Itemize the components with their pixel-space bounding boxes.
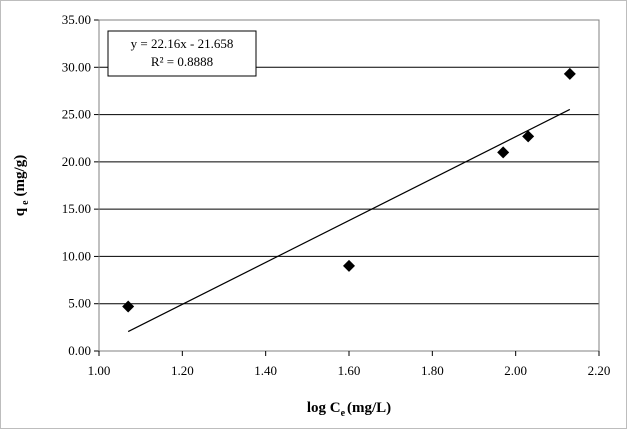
- x-tick-label: 2.20: [588, 363, 611, 378]
- data-point: [563, 67, 576, 80]
- x-axis-title: log Ce (mg/L): [307, 400, 391, 419]
- x-axis-title-subscript: e: [341, 408, 346, 419]
- trendline-equation: y = 22.16x - 21.658: [131, 36, 234, 51]
- x-tick-label: 1.80: [421, 363, 444, 378]
- x-tick-label: 1.40: [254, 363, 277, 378]
- x-tick-label: 1.00: [88, 363, 111, 378]
- x-tick-label: 2.00: [504, 363, 527, 378]
- y-axis-title-main: q: [12, 207, 28, 216]
- x-tick-labels: 1.00 1.20 1.40 1.60 1.80 2.00 2.20: [88, 351, 611, 378]
- y-axis-title: qe (mg/g): [12, 155, 31, 216]
- equation-box: y = 22.16x - 21.658 R² = 0.8888: [107, 30, 257, 77]
- trendline: [127, 108, 571, 333]
- x-tick-label: 1.20: [171, 363, 194, 378]
- y-tick-label: 35.00: [62, 12, 91, 27]
- y-tick-label: 15.00: [62, 201, 91, 216]
- y-tick-labels: 0.00 5.00 10.00 15.00 20.00 25.00 30.00 35.00: [62, 12, 91, 358]
- data-point: [343, 259, 355, 272]
- x-axis-title-main: log C: [307, 400, 341, 416]
- y-tick-label: 25.00: [62, 107, 91, 122]
- y-axis-title-unit: (mg/g): [12, 155, 28, 197]
- data-point: [497, 146, 510, 159]
- data-points: [122, 67, 576, 313]
- x-tick-label: 1.60: [338, 363, 361, 378]
- r-squared-value: R² = 0.8888: [151, 54, 213, 69]
- y-tick-label: 30.00: [62, 59, 91, 74]
- data-point: [122, 300, 135, 313]
- y-tick-label: 5.00: [68, 296, 91, 311]
- y-tick-label: 20.00: [62, 154, 91, 169]
- data-point: [522, 130, 535, 143]
- y-tick-label: 0.00: [68, 343, 91, 358]
- y-axis-title-subscript: e: [20, 200, 31, 205]
- equation-box-border: [107, 30, 257, 77]
- y-tick-label: 10.00: [62, 248, 91, 263]
- x-axis-title-unit: (mg/L): [347, 400, 391, 416]
